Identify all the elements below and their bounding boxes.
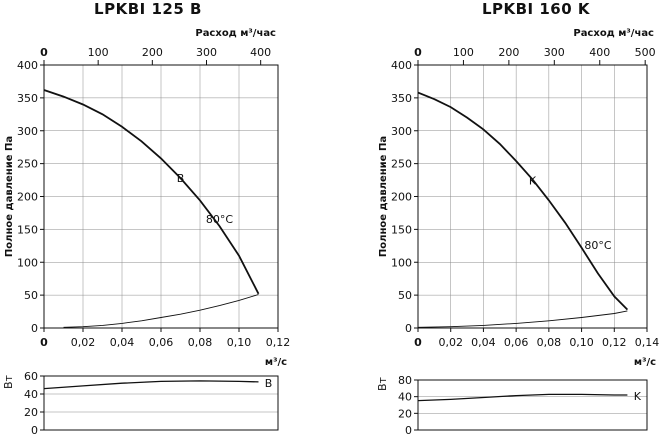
x-tick-label: 0,12 [602, 336, 627, 349]
y-axis-label: Полное давление Па [378, 136, 389, 257]
power-tick-label: 20 [24, 406, 38, 419]
y-tick-label: 150 [391, 223, 412, 236]
chart-2: LPKBI 160 K 0 0,02 0,04 0,06 0,08 0,10 0,12 0,14… [376, 0, 659, 437]
y-tick-label: 0 [31, 322, 38, 335]
x-tick-label: 0,08 [537, 336, 562, 349]
power-curve-label: K [634, 390, 642, 403]
x-axis-label: м³/с [265, 357, 287, 368]
top-tick-label: 400 [250, 46, 271, 59]
power-tick-label: 40 [398, 391, 412, 404]
y-tick-label: 350 [391, 92, 412, 105]
top-axis-label: Расход м³/час [195, 28, 276, 39]
system-curve-line [417, 310, 628, 328]
top-tick-label: 500 [635, 46, 656, 59]
x-tick-label: 0,04 [110, 336, 135, 349]
x-tick-label: 0,02 [438, 336, 463, 349]
fan-curve-line [43, 89, 260, 295]
power-tick-label: 0 [405, 424, 412, 437]
power-tick-label: 20 [398, 407, 412, 420]
top-tick-label: 100 [88, 46, 109, 59]
fan-curve-line [417, 91, 629, 311]
chart-1: LPKBI 125 B 0 0,02 0,04 0,06 0,08 0,10 0,12 м³/с… [2, 0, 290, 437]
top-tick-label: 0 [414, 46, 422, 59]
x-tick-label: 0 [414, 336, 422, 349]
curve-label: B [177, 172, 185, 185]
y-tick-label: 200 [17, 191, 38, 204]
y-tick-label: 0 [405, 322, 412, 335]
x-tick-label: 0,06 [149, 336, 174, 349]
x-tick-label: 0,04 [471, 336, 496, 349]
chart-title: LPKBI 160 K [482, 0, 591, 18]
y-tick-label: 300 [391, 125, 412, 138]
y-tick-label: 200 [391, 191, 412, 204]
power-axis-label: Вт [376, 376, 389, 391]
y-tick-label: 400 [391, 59, 412, 72]
system-curve-line [63, 294, 259, 328]
power-curve-line [417, 393, 628, 402]
x-axis-label: м³/с [634, 357, 656, 368]
x-tick-label: 0,10 [227, 336, 252, 349]
power-tick-label: 0 [31, 424, 38, 437]
x-tick-label: 0,08 [188, 336, 213, 349]
curve-label: K [529, 175, 537, 188]
power-curve-label: B [265, 377, 273, 390]
top-tick-label: 200 [498, 46, 519, 59]
curve-label: 80°C [206, 213, 233, 226]
curve-label: 80°C [584, 239, 611, 252]
top-tick-label: 400 [589, 46, 610, 59]
y-axis-label: Полное давление Па [4, 136, 15, 257]
x-tick-label: 0,06 [504, 336, 529, 349]
top-axis-label: Расход м³/час [573, 28, 654, 39]
power-tick-label: 40 [24, 388, 38, 401]
top-tick-label: 200 [142, 46, 163, 59]
power-axis-label: Вт [2, 374, 15, 389]
y-tick-label: 100 [391, 256, 412, 269]
power-tick-label: 80 [398, 374, 412, 387]
y-tick-label: 100 [17, 256, 38, 269]
y-tick-label: 150 [17, 223, 38, 236]
x-tick-label: 0,02 [71, 336, 96, 349]
power-curve-line [43, 380, 259, 390]
y-tick-label: 300 [17, 125, 38, 138]
top-tick-label: 0 [40, 46, 48, 59]
y-tick-label: 400 [17, 59, 38, 72]
power-tick-label: 60 [24, 370, 38, 383]
y-tick-label: 350 [17, 92, 38, 105]
top-tick-label: 300 [544, 46, 565, 59]
x-tick-label: 0 [40, 336, 48, 349]
x-tick-label: 0,10 [569, 336, 594, 349]
y-tick-label: 50 [24, 289, 38, 302]
top-tick-label: 100 [453, 46, 474, 59]
chart-title: LPKBI 125 B [94, 0, 202, 18]
power-frame [417, 379, 648, 431]
top-tick-label: 300 [196, 46, 217, 59]
x-tick-label: 0,14 [635, 336, 660, 349]
x-tick-label: 0,12 [266, 336, 291, 349]
y-tick-label: 250 [17, 158, 38, 171]
y-tick-label: 50 [398, 289, 412, 302]
y-tick-label: 250 [391, 158, 412, 171]
power-frame [43, 375, 279, 431]
